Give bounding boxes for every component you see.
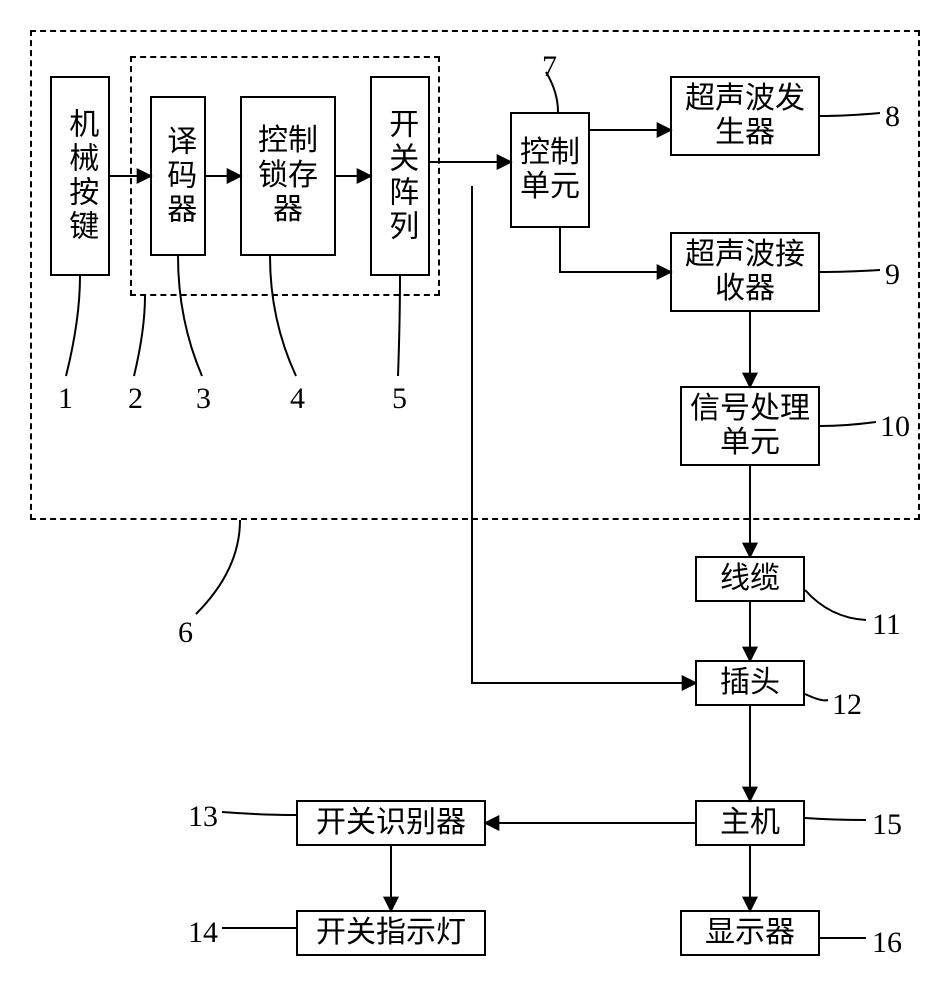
label: 开关阵列 <box>383 108 418 244</box>
ref-6: 6 <box>178 616 193 650</box>
ref-2: 2 <box>128 382 143 416</box>
label: 控制单元 <box>512 134 588 207</box>
callout-c15 <box>805 818 866 820</box>
label: 显示器 <box>699 914 801 953</box>
node-switch-array: 开关阵列 <box>370 76 430 276</box>
node-display: 显示器 <box>680 910 820 956</box>
callout-c13 <box>222 812 296 815</box>
node-host: 主机 <box>695 800 805 846</box>
node-control-unit: 控制单元 <box>510 112 590 228</box>
ref-11: 11 <box>872 608 901 642</box>
callout-c11 <box>805 590 866 620</box>
node-ultrasonic-generator: 超声波发生器 <box>670 76 820 156</box>
label: 主机 <box>714 804 786 843</box>
diagram-canvas: 机械按键 译码器 控制锁存器 开关阵列 控制单元 超声波发生器 超声波接收器 信… <box>0 0 945 1000</box>
label: 超声波发生器 <box>672 80 818 153</box>
label: 插头 <box>714 664 786 703</box>
ref-7: 7 <box>542 50 557 84</box>
label: 线缆 <box>714 560 786 599</box>
node-cable: 线缆 <box>695 556 805 602</box>
label: 开关指示灯 <box>310 914 472 953</box>
label: 超声波接收器 <box>672 236 818 309</box>
ref-5: 5 <box>392 382 407 416</box>
callout-c12 <box>805 694 828 700</box>
label: 控制锁存器 <box>242 122 334 230</box>
ref-4: 4 <box>290 382 305 416</box>
callout-c6 <box>196 520 240 614</box>
ref-13: 13 <box>188 800 218 834</box>
node-ultrasonic-receiver: 超声波接收器 <box>670 232 820 312</box>
ref-15: 15 <box>872 808 902 842</box>
node-decoder: 译码器 <box>150 96 206 256</box>
ref-1: 1 <box>58 382 73 416</box>
ref-3: 3 <box>196 382 211 416</box>
label: 开关识别器 <box>310 804 472 843</box>
ref-10: 10 <box>880 410 910 444</box>
label: 机械按键 <box>63 108 98 244</box>
node-switch-recognizer: 开关识别器 <box>296 800 486 846</box>
node-control-latch: 控制锁存器 <box>240 96 336 256</box>
ref-16: 16 <box>872 926 902 960</box>
ref-12: 12 <box>832 688 862 722</box>
node-plug: 插头 <box>695 660 805 706</box>
node-switch-indicator: 开关指示灯 <box>296 910 486 956</box>
label: 信号处理单元 <box>682 390 818 463</box>
ref-14: 14 <box>188 916 218 950</box>
label: 译码器 <box>161 125 196 227</box>
ref-9: 9 <box>885 258 900 292</box>
node-signal-processing: 信号处理单元 <box>680 386 820 466</box>
ref-8: 8 <box>885 100 900 134</box>
node-mechanical-keys: 机械按键 <box>50 76 110 276</box>
